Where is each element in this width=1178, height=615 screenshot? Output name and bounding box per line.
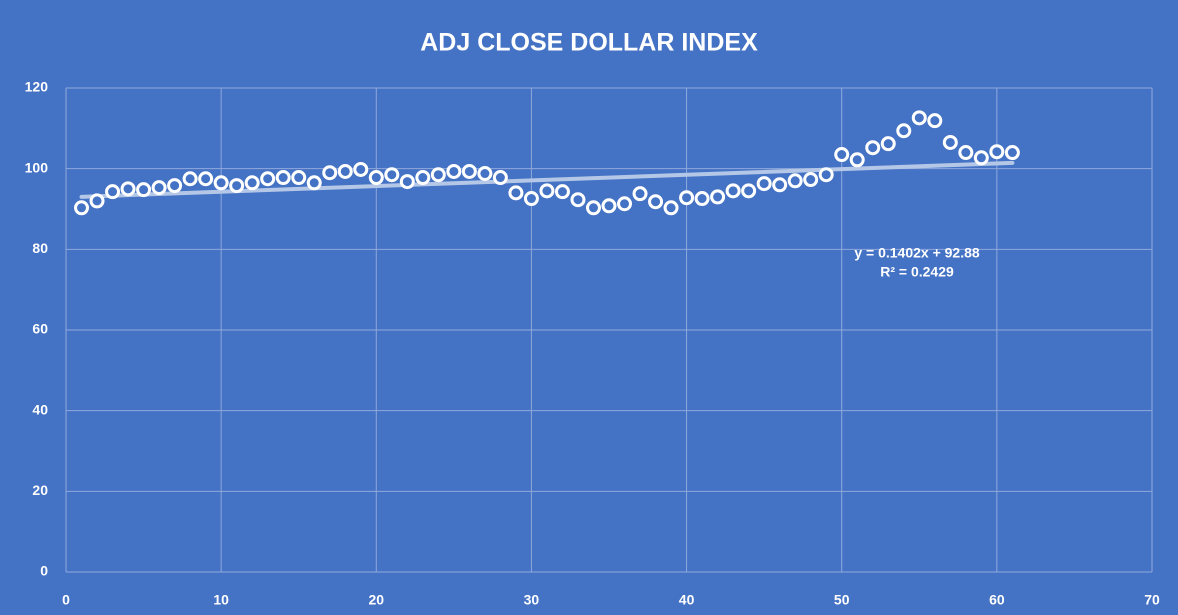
point (772, 177, 788, 193)
x-tick-label: 0 (62, 592, 70, 608)
point (849, 152, 865, 168)
point (725, 183, 741, 199)
point (198, 171, 214, 187)
point (834, 147, 850, 163)
point (694, 191, 710, 207)
point (973, 150, 989, 166)
point (911, 110, 927, 126)
point (136, 182, 152, 198)
point (818, 167, 834, 183)
x-tick-label: 20 (368, 592, 384, 608)
point (601, 198, 617, 214)
point (337, 163, 353, 179)
point (260, 171, 276, 187)
point (430, 167, 446, 183)
x-tick-label: 30 (524, 592, 540, 608)
point (322, 165, 338, 181)
point (74, 200, 90, 216)
trendline-equation: y = 0.1402x + 92.88 (854, 245, 980, 261)
point (942, 134, 958, 150)
point (492, 170, 508, 186)
point (306, 175, 322, 191)
y-tick-label: 40 (32, 401, 48, 417)
point (229, 178, 245, 194)
point (648, 194, 664, 210)
point (1004, 145, 1020, 161)
point (539, 183, 555, 199)
point (244, 175, 260, 191)
point (803, 172, 819, 188)
point (446, 163, 462, 179)
x-tick-label: 50 (834, 592, 850, 608)
y-tick-label: 120 (25, 79, 49, 95)
point (120, 181, 136, 197)
point (461, 163, 477, 179)
point (89, 193, 105, 209)
chart-title: ADJ CLOSE DOLLAR INDEX (420, 29, 758, 57)
point (523, 191, 539, 207)
point (865, 140, 881, 156)
y-tick-label: 60 (32, 321, 48, 337)
trendline-r2: R² = 0.2429 (880, 264, 954, 280)
y-tick-label: 0 (40, 563, 48, 579)
y-tick-label: 20 (32, 482, 48, 498)
point (368, 170, 384, 186)
point (275, 170, 291, 186)
point (399, 174, 415, 190)
point (989, 144, 1005, 160)
point (554, 184, 570, 200)
x-tick-label: 60 (989, 592, 1005, 608)
point (896, 123, 912, 139)
point (415, 170, 431, 186)
point (880, 136, 896, 152)
point (710, 189, 726, 205)
point (663, 200, 679, 216)
point (291, 170, 307, 186)
point (958, 145, 974, 161)
x-tick-label: 10 (213, 592, 229, 608)
point (927, 113, 943, 129)
point (632, 186, 648, 202)
point (570, 192, 586, 208)
point (756, 176, 772, 192)
point (477, 166, 493, 182)
point (585, 200, 601, 216)
point (617, 196, 633, 212)
point (213, 175, 229, 191)
point (353, 161, 369, 177)
point (105, 184, 121, 200)
point (182, 171, 198, 187)
x-tick-label: 70 (1144, 592, 1160, 608)
point (384, 167, 400, 183)
point (741, 183, 757, 199)
y-tick-label: 80 (32, 240, 48, 256)
point (679, 190, 695, 206)
point (151, 180, 167, 196)
x-tick-label: 40 (679, 592, 695, 608)
point (787, 173, 803, 189)
point (167, 178, 183, 194)
point (508, 185, 524, 201)
y-tick-label: 100 (25, 159, 49, 175)
